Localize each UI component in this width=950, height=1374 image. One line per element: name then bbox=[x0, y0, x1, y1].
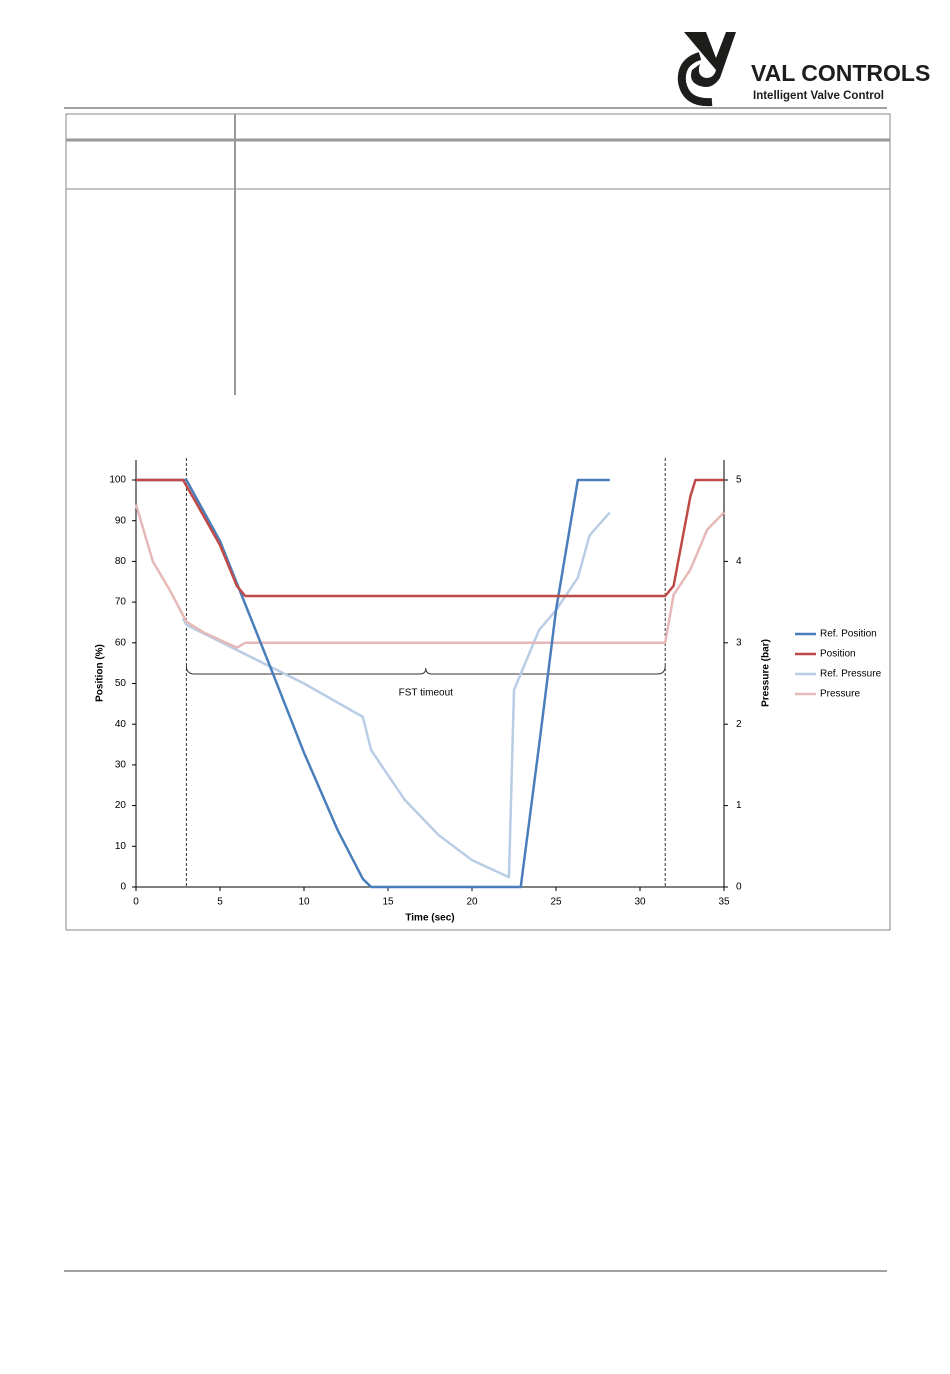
table-frame bbox=[65, 113, 891, 931]
y-tick-label: 40 bbox=[115, 719, 127, 730]
y-tick-label: 70 bbox=[115, 597, 127, 608]
y2-tick-label: 3 bbox=[736, 637, 742, 648]
y-axis-title: Position (%) bbox=[95, 644, 106, 702]
y-tick-label: 20 bbox=[115, 800, 127, 811]
y-tick-label: 90 bbox=[115, 515, 127, 526]
y2-tick-label: 0 bbox=[736, 882, 742, 893]
y-tick-label: 80 bbox=[115, 556, 127, 567]
series-line bbox=[136, 478, 724, 598]
x-tick-label: 5 bbox=[217, 897, 223, 908]
y2-tick-label: 4 bbox=[736, 556, 742, 567]
y-tick-label: 10 bbox=[115, 841, 127, 852]
series-line bbox=[134, 504, 725, 649]
y2-tick-label: 2 bbox=[736, 719, 742, 730]
tagline: Intelligent Valve Control bbox=[753, 90, 884, 102]
timeout-bracket bbox=[185, 665, 666, 675]
y-tick-label: 100 bbox=[109, 475, 126, 486]
series-line bbox=[136, 478, 610, 889]
y2-axis-title: Pressure (bar) bbox=[761, 639, 772, 707]
x-tick-label: 30 bbox=[634, 897, 646, 908]
legend-label: Ref. Position bbox=[820, 629, 877, 640]
y-tick-label: 30 bbox=[115, 760, 127, 771]
brand: VAL CONTROLS bbox=[751, 60, 930, 86]
y2-tick-label: 5 bbox=[736, 475, 742, 486]
logo-mark bbox=[684, 32, 736, 87]
legend-label: Ref. Pressure bbox=[820, 669, 882, 680]
y-tick-label: 0 bbox=[120, 882, 126, 893]
x-tick-label: 15 bbox=[382, 897, 394, 908]
series-line bbox=[181, 511, 611, 879]
x-tick-label: 0 bbox=[133, 897, 139, 908]
x-tick-label: 35 bbox=[718, 897, 730, 908]
y2-tick-label: 1 bbox=[736, 800, 742, 811]
y-tick-label: 50 bbox=[115, 678, 127, 689]
x-tick-label: 25 bbox=[550, 897, 562, 908]
legend-label: Pressure bbox=[820, 689, 860, 700]
legend-label: Position bbox=[820, 649, 856, 660]
y-tick-label: 60 bbox=[115, 637, 127, 648]
x-tick-label: 10 bbox=[298, 897, 310, 908]
logo-arc bbox=[677, 52, 713, 107]
x-axis-title: Time (sec) bbox=[405, 913, 454, 924]
x-tick-label: 20 bbox=[466, 897, 478, 908]
annotation: FST timeout bbox=[399, 688, 453, 699]
